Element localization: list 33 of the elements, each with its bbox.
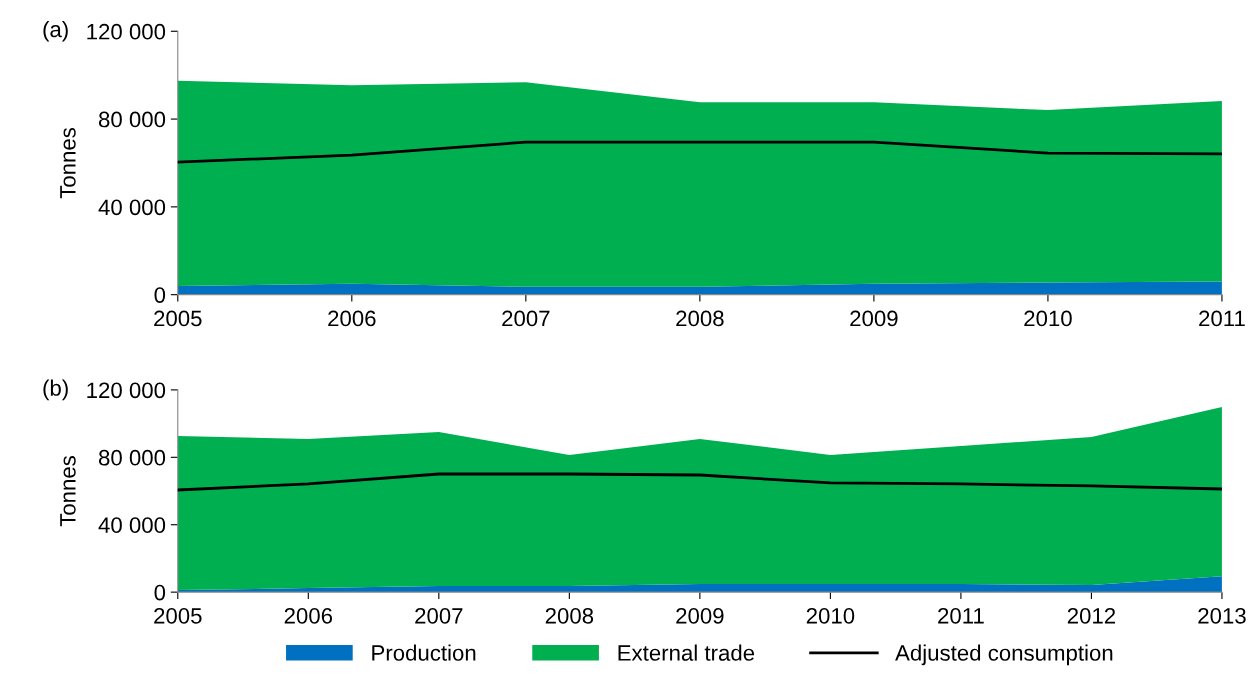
x-tick-label: 2010	[1024, 310, 1072, 327]
legend-label: External trade	[618, 644, 755, 661]
x-tick-label: 2008	[545, 608, 594, 624]
y-tick-label: 80 000	[98, 449, 166, 466]
y-tick-label: 120 000	[87, 23, 166, 40]
x-tick-label: 2006	[328, 310, 376, 327]
y-tick-label: 40 000	[98, 199, 166, 216]
x-tick-label: 2005	[154, 608, 202, 624]
y-tick-label: 120 000	[87, 382, 166, 399]
y-axis-title: Tonnes	[60, 455, 76, 527]
y-tick-label: 0	[154, 584, 166, 601]
line-series	[177, 140, 1222, 164]
x-tick-label: 2011	[1199, 310, 1245, 327]
x-tick-label: 2007	[502, 310, 550, 327]
legend-label: Adjusted consumption	[895, 644, 1113, 666]
chart-title: (a)	[43, 20, 68, 42]
y-tick-label: 40 000	[98, 517, 166, 533]
x-tick-label: 2010	[806, 608, 855, 624]
x-tick-label: 2009	[850, 310, 898, 327]
x-tick-label: 2005	[154, 310, 202, 327]
y-tick-label: 0	[154, 287, 166, 303]
x-tick-label: 2006	[284, 608, 333, 624]
line-series	[177, 472, 1222, 492]
legend-label: Production	[372, 644, 476, 661]
x-tick-label: 2013	[1198, 608, 1246, 624]
x-tick-label: 2008	[676, 310, 724, 327]
chart-title: (b)	[43, 379, 68, 401]
x-tick-label: 2007	[415, 608, 463, 624]
x-tick-label: 2009	[676, 608, 724, 624]
x-tick-label: 2012	[1067, 608, 1116, 624]
y-axis-title: Tonnes	[60, 127, 76, 199]
x-tick-label: 2011	[938, 608, 984, 624]
y-tick-label: 80 000	[98, 111, 166, 128]
